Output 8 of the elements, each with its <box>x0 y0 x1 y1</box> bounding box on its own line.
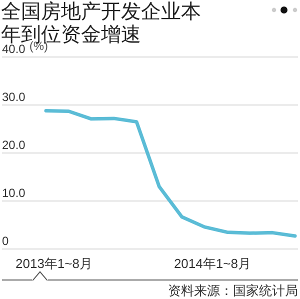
x-tick-label: 2013年1~8月 <box>16 256 92 271</box>
y-tick-label: 0 <box>2 234 9 248</box>
x-tick-label: 2014年1~8月 <box>174 256 251 271</box>
text: 资料来源：国家统计局 <box>168 283 298 298</box>
y-tick-label: 40.0 <box>2 42 26 56</box>
y-tick-label: 20.0 <box>2 138 26 152</box>
y-tick-label: 10.0 <box>2 186 26 200</box>
y-tick-label: 30.0 <box>2 90 26 104</box>
